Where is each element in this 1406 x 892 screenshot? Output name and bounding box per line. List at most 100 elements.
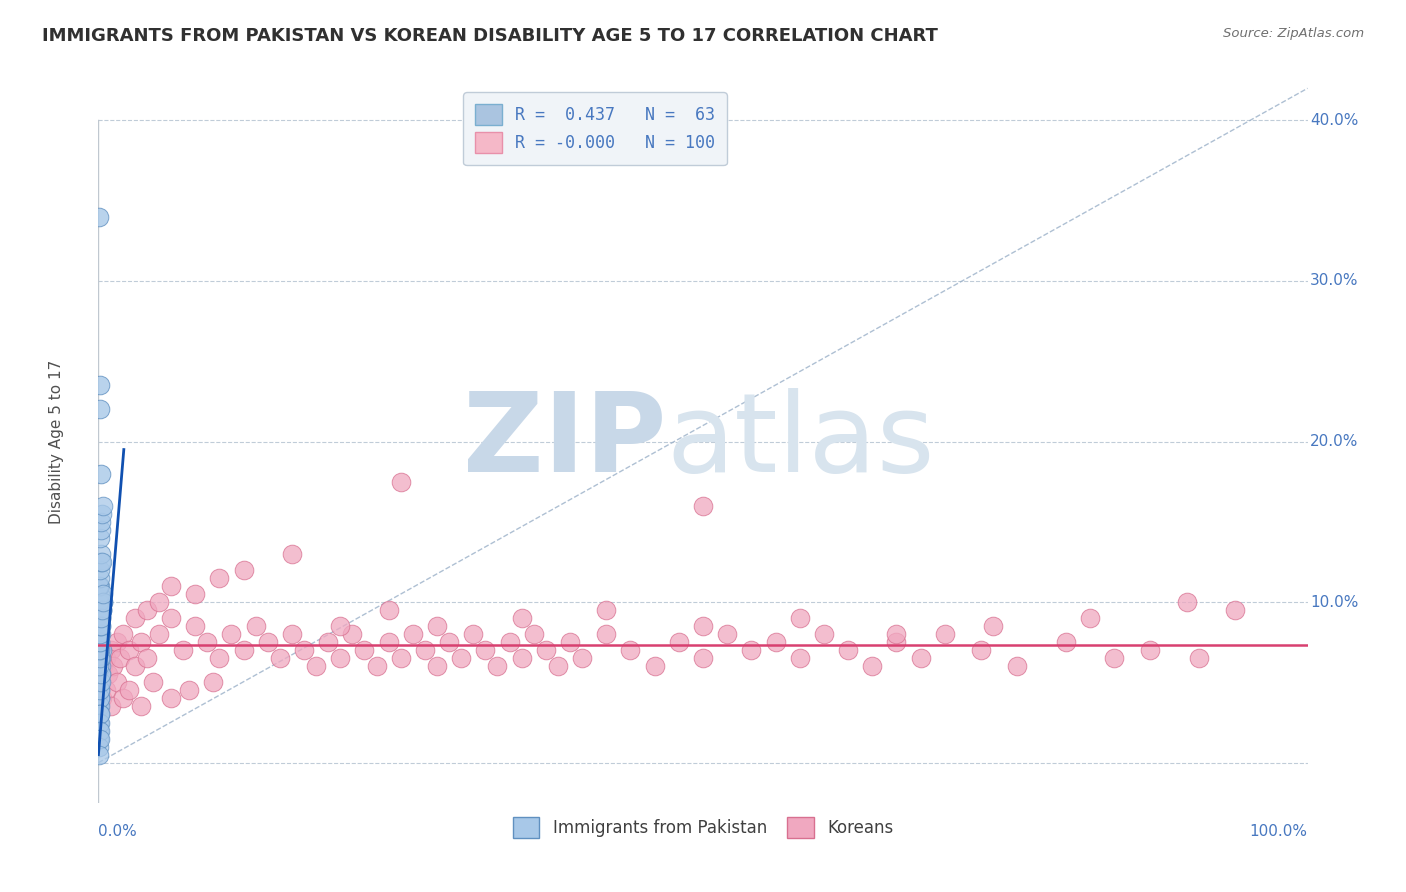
Point: [329, 619, 352, 633]
Text: Disability Age 5 to 17: Disability Age 5 to 17: [49, 359, 63, 524]
Point: [89, 675, 111, 690]
Point: [91, 595, 114, 609]
Point: [90, 515, 112, 529]
Point: [160, 691, 183, 706]
Point: [426, 659, 449, 673]
Point: [90, 603, 112, 617]
Point: [91, 659, 114, 673]
Point: [329, 651, 352, 665]
Point: [789, 651, 811, 665]
Point: [89, 587, 111, 601]
Point: [981, 619, 1004, 633]
Point: [89, 739, 111, 754]
Point: [281, 627, 304, 641]
Point: [97, 667, 120, 681]
Point: [91, 507, 114, 521]
Point: [208, 651, 231, 665]
Point: [232, 563, 254, 577]
Point: [221, 627, 243, 641]
Point: [90, 667, 112, 681]
Point: [668, 635, 690, 649]
Point: [510, 611, 533, 625]
Point: [740, 643, 762, 657]
Point: [90, 595, 112, 609]
Point: [89, 699, 111, 714]
Point: [316, 635, 339, 649]
Point: [595, 627, 617, 641]
Point: [366, 659, 388, 673]
Point: [89, 683, 111, 698]
Point: [90, 675, 112, 690]
Point: [89, 699, 111, 714]
Point: [342, 627, 364, 641]
Point: [281, 547, 304, 561]
Point: [89, 635, 111, 649]
Point: [118, 683, 141, 698]
Point: [89, 531, 111, 545]
Text: atlas: atlas: [666, 388, 935, 495]
Point: [90, 619, 112, 633]
Point: [91, 691, 114, 706]
Point: [135, 603, 157, 617]
Point: [377, 635, 399, 649]
Point: [523, 627, 546, 641]
Text: Source: ZipAtlas.com: Source: ZipAtlas.com: [1223, 27, 1364, 40]
Point: [1223, 603, 1246, 617]
Point: [765, 635, 787, 649]
Point: [89, 715, 111, 730]
Text: ZIP: ZIP: [464, 388, 666, 495]
Point: [89, 635, 111, 649]
Text: 10.0%: 10.0%: [1310, 595, 1358, 609]
Point: [184, 587, 207, 601]
Point: [437, 635, 460, 649]
Point: [389, 475, 412, 489]
Point: [105, 675, 128, 690]
Point: [89, 691, 111, 706]
Point: [89, 402, 111, 417]
Legend: Immigrants from Pakistan, Koreans: Immigrants from Pakistan, Koreans: [506, 810, 900, 845]
Point: [129, 635, 152, 649]
Point: [232, 643, 254, 657]
Point: [89, 659, 111, 673]
Point: [90, 659, 112, 673]
Point: [91, 603, 114, 617]
Point: [89, 715, 111, 730]
Point: [91, 499, 114, 513]
Point: [1007, 659, 1029, 673]
Point: [89, 627, 111, 641]
Point: [89, 643, 111, 657]
Point: [105, 635, 128, 649]
Point: [377, 603, 399, 617]
Point: [450, 651, 472, 665]
Point: [91, 555, 114, 569]
Point: [89, 611, 111, 625]
Point: [463, 627, 485, 641]
Point: [619, 643, 641, 657]
Point: [184, 619, 207, 633]
Point: [160, 611, 183, 625]
Point: [89, 627, 111, 641]
Text: IMMIGRANTS FROM PAKISTAN VS KOREAN DISABILITY AGE 5 TO 17 CORRELATION CHART: IMMIGRANTS FROM PAKISTAN VS KOREAN DISAB…: [42, 27, 938, 45]
Point: [101, 659, 124, 673]
Point: [1054, 635, 1077, 649]
Point: [100, 643, 122, 657]
Point: [91, 643, 114, 657]
Point: [90, 523, 112, 537]
Point: [89, 619, 111, 633]
Point: [89, 643, 111, 657]
Point: [89, 210, 111, 224]
Text: 30.0%: 30.0%: [1310, 274, 1358, 288]
Point: [716, 627, 738, 641]
Point: [886, 635, 908, 649]
Point: [692, 651, 714, 665]
Point: [179, 683, 201, 698]
Point: [970, 643, 993, 657]
Point: [692, 499, 714, 513]
Point: [789, 611, 811, 625]
Point: [353, 643, 375, 657]
Point: [837, 643, 859, 657]
Point: [90, 611, 112, 625]
Point: [89, 571, 111, 585]
Point: [90, 667, 112, 681]
Point: [1102, 651, 1125, 665]
